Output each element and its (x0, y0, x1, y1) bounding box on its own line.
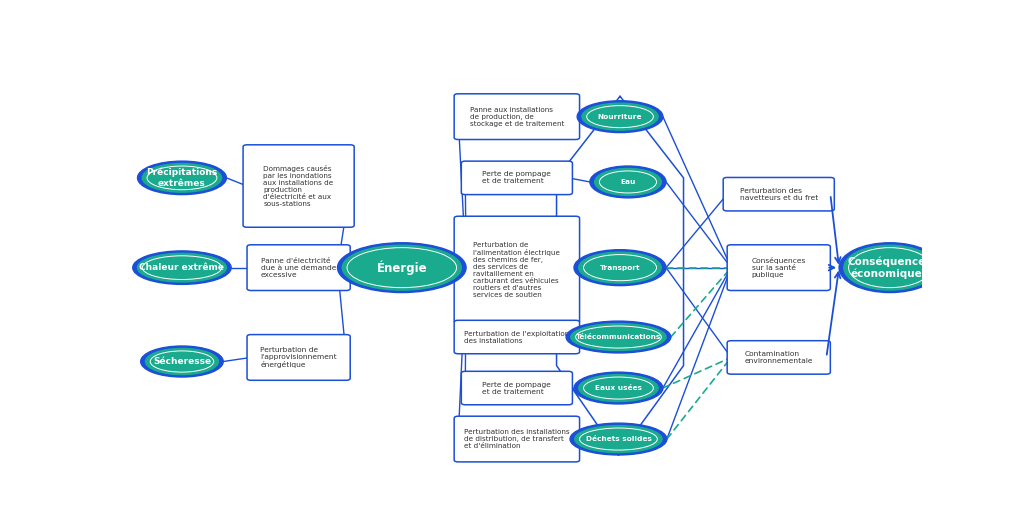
Ellipse shape (142, 164, 221, 192)
Text: Perte de pompage
et de traitement: Perte de pompage et de traitement (482, 171, 551, 184)
Ellipse shape (582, 103, 658, 130)
Ellipse shape (570, 423, 667, 455)
Text: Perte de pompage
et de traitement: Perte de pompage et de traitement (482, 382, 551, 394)
Text: Nourriture: Nourriture (598, 113, 642, 120)
Ellipse shape (595, 169, 662, 196)
Ellipse shape (342, 245, 461, 290)
FancyBboxPatch shape (247, 245, 350, 290)
Ellipse shape (145, 348, 218, 375)
Ellipse shape (839, 243, 941, 293)
Text: Conséquences
économiques: Conséquences économiques (848, 257, 932, 279)
Ellipse shape (574, 250, 666, 286)
Text: Précipitations
extrêmes: Précipitations extrêmes (146, 168, 217, 188)
Text: Déchets solides: Déchets solides (586, 436, 651, 442)
FancyBboxPatch shape (455, 94, 580, 139)
Ellipse shape (137, 161, 226, 195)
FancyBboxPatch shape (455, 320, 580, 354)
Ellipse shape (137, 253, 226, 282)
FancyBboxPatch shape (455, 216, 580, 323)
Ellipse shape (590, 166, 666, 198)
Text: Conséquences
sur la santé
publique: Conséquences sur la santé publique (752, 257, 806, 278)
Ellipse shape (133, 251, 231, 285)
Ellipse shape (578, 101, 663, 132)
Text: Perturbation des
navetteurs et du fret: Perturbation des navetteurs et du fret (739, 188, 818, 201)
FancyBboxPatch shape (455, 416, 580, 462)
Ellipse shape (574, 426, 663, 453)
Ellipse shape (566, 321, 671, 353)
FancyBboxPatch shape (727, 245, 830, 290)
Ellipse shape (140, 346, 223, 377)
Ellipse shape (574, 372, 663, 404)
FancyBboxPatch shape (243, 145, 354, 227)
FancyBboxPatch shape (461, 372, 572, 405)
Text: Transport: Transport (600, 264, 640, 271)
Text: Perturbation de l'exploitation
des installations: Perturbation de l'exploitation des insta… (464, 331, 569, 343)
Text: Eau: Eau (621, 179, 636, 185)
FancyBboxPatch shape (727, 341, 830, 374)
Ellipse shape (844, 245, 936, 290)
FancyBboxPatch shape (723, 178, 835, 211)
Text: Panne aux installations
de production, de
stockage et de traitement: Panne aux installations de production, d… (470, 107, 564, 127)
Text: Télécommunications: Télécommunications (575, 334, 662, 340)
Text: Chaleur extrême: Chaleur extrême (139, 263, 224, 272)
Text: Perturbation de
l'alimentation électrique
des chemins de fer,
des services de
ra: Perturbation de l'alimentation électriqu… (473, 242, 560, 298)
Text: Eaux usées: Eaux usées (595, 385, 642, 391)
FancyBboxPatch shape (247, 334, 350, 381)
Ellipse shape (570, 323, 666, 350)
Ellipse shape (579, 252, 662, 283)
Text: Perturbation des installations
de distribution, de transfert
et d'élimination: Perturbation des installations de distri… (464, 429, 569, 449)
Text: Panne d'électricité
due à une demande
excessive: Panne d'électricité due à une demande ex… (261, 258, 336, 278)
Text: Contamination
environnementale: Contamination environnementale (744, 351, 813, 364)
Ellipse shape (579, 375, 658, 402)
Text: Sécheresse: Sécheresse (153, 357, 211, 366)
Text: Dommages causés
par les inondations
aux installations de
production
d'électricit: Dommages causés par les inondations aux … (263, 165, 334, 207)
Text: Perturbation de
l'approvisionnement
énergétique: Perturbation de l'approvisionnement éner… (260, 347, 337, 368)
Text: Énergie: Énergie (377, 260, 427, 275)
Ellipse shape (338, 243, 466, 293)
FancyBboxPatch shape (461, 161, 572, 195)
